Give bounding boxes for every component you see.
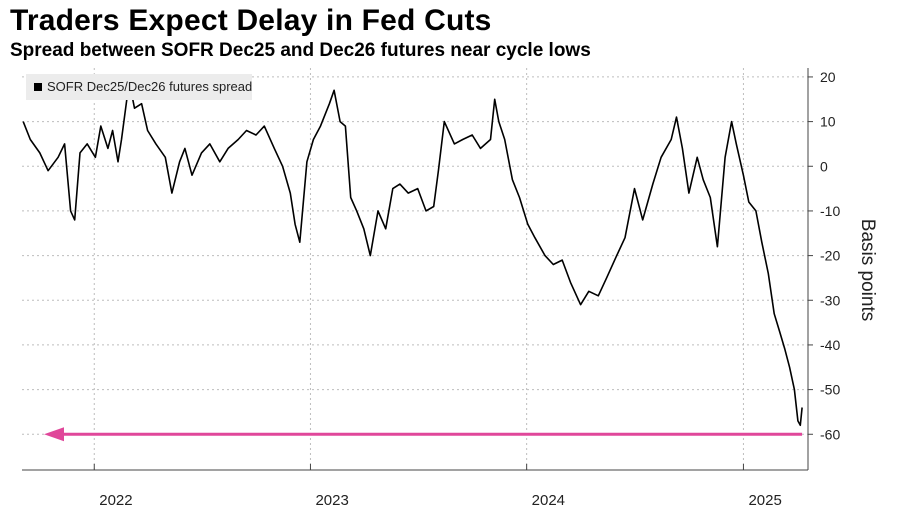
- y-tick-label: -20: [820, 248, 840, 264]
- legend-swatch: [34, 83, 42, 91]
- y-tick-label: -10: [820, 203, 840, 219]
- y-tick-label: 0: [820, 158, 828, 174]
- series-line-0: [22, 80, 803, 427]
- gridlines: [22, 68, 808, 470]
- x-tick-label: 2025: [748, 492, 781, 509]
- y-tick-label: 10: [820, 114, 836, 130]
- y-tick-label: -50: [820, 382, 840, 398]
- y-tick-label: -40: [820, 337, 840, 353]
- series-lines: [22, 80, 803, 427]
- x-tick-label: 2024: [532, 492, 565, 509]
- chart-subtitle: Spread between SOFR Dec25 and Dec26 futu…: [10, 40, 591, 61]
- y-tick-label: -60: [820, 426, 840, 442]
- x-tick-label: 2023: [315, 492, 348, 509]
- axes: 20 10 0 -10 -20 -30 -40 -50 -60 2022 2023 2024 2025 B…: [22, 68, 878, 509]
- chart-title: Traders Expect Delay in Fed Cuts: [10, 4, 492, 37]
- y-tick-label: -30: [820, 292, 840, 308]
- y-axis-label: Basis points: [857, 219, 878, 321]
- y-tick-label: 20: [820, 69, 836, 85]
- annotations: [44, 427, 803, 442]
- legend: SOFR Dec25/Dec26 futures spread: [26, 74, 252, 100]
- legend-box: [26, 74, 252, 100]
- legend-label: SOFR Dec25/Dec26 futures spread: [47, 79, 252, 94]
- arrow-head: [44, 427, 64, 442]
- x-tick-label: 2022: [99, 492, 132, 509]
